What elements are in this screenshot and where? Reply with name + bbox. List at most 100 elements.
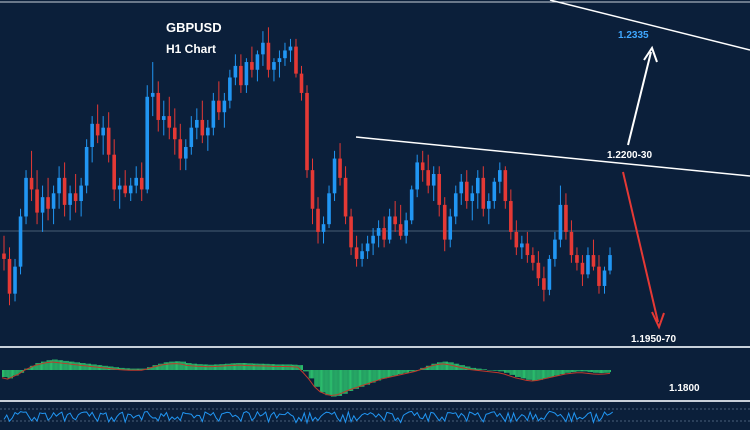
level-label-support: 1.1800 [669,383,700,394]
histogram-bar [7,370,9,379]
histogram-bar [209,364,211,370]
histogram-bar [533,370,534,381]
histogram-bar [575,370,577,373]
histogram-bar [307,370,309,372]
histogram-bar [32,365,34,370]
histogram-bar [44,361,46,370]
histogram-bar [381,370,383,379]
histogram-bar [478,368,480,370]
histogram-bar [498,370,500,372]
histogram-bar [488,370,490,371]
candle-body [553,239,557,259]
histogram-bar [520,370,522,379]
histogram-bar [165,362,167,370]
histogram-bar [514,370,515,375]
histogram-bar [453,363,455,370]
candle-body [128,185,133,194]
histogram-bar [20,370,22,373]
histogram-bar [379,370,380,381]
candle-body [217,100,221,113]
histogram-bar [601,370,602,374]
histogram-bar [321,370,322,393]
histogram-bar [249,363,251,370]
histogram-bar [177,361,179,370]
histogram-bar [46,360,48,370]
histogram-bar [430,365,432,370]
histogram-bar [534,370,536,381]
histogram-bar [549,370,551,377]
histogram-bar [173,361,175,370]
candle-body [321,224,326,232]
candle-body [498,170,502,182]
histogram-bar [356,370,358,389]
histogram-bar [369,370,370,385]
histogram-bar [19,370,21,373]
histogram-bar [239,363,241,370]
histogram-bar [355,370,357,389]
histogram-bar [342,370,344,394]
histogram-bar [260,363,262,370]
histogram-bar [111,366,113,370]
histogram-bar [477,368,479,370]
histogram-bar [485,369,486,370]
candle-body [536,262,541,279]
histogram-bar [329,370,331,396]
histogram-bar [411,370,413,372]
candle-body [509,201,513,232]
candle-body [18,216,23,267]
histogram-bar [273,364,274,370]
histogram-bar [216,364,218,370]
histogram-bar [438,362,440,370]
histogram-bar [558,370,560,376]
histogram-bar [122,367,124,370]
histogram-bar [473,367,475,370]
histogram-bar [13,370,15,376]
histogram-bar [493,370,495,371]
histogram-bar [338,370,340,396]
candle-body [365,243,370,252]
histogram-bar [126,368,128,370]
histogram-bar [268,363,270,370]
histogram-bar [184,361,186,370]
candle-body [139,177,144,190]
histogram-bar [540,370,542,380]
histogram-bar [444,361,446,370]
histogram-bar [87,363,89,370]
histogram-bar [386,370,388,377]
histogram-bar [409,370,411,372]
histogram-bar [563,370,565,375]
histogram-bar [89,363,90,370]
histogram-bar [158,363,160,370]
histogram-bar [470,367,472,370]
histogram-bar [247,363,249,370]
histogram-bar [201,364,203,370]
histogram-bar [28,368,30,370]
histogram-bar [387,370,389,377]
histogram-bar [337,370,339,396]
histogram-bar [583,370,585,372]
histogram-bar [181,361,183,370]
candle-body [79,185,83,202]
histogram-bar [491,370,493,371]
candle-body [211,100,216,128]
histogram-bar [152,365,154,370]
candle-body [178,139,183,159]
histogram-bar [373,370,375,383]
candle-body [531,255,535,263]
histogram-bar [528,370,530,380]
histogram-bar [333,370,335,397]
histogram-bar [560,370,562,375]
histogram-bar [332,370,334,397]
histogram-bar [526,370,528,380]
histogram-bar [47,360,49,370]
histogram-bar [4,370,6,377]
histogram-bar [164,362,166,370]
histogram-bar [325,370,327,396]
candle-body [542,278,546,290]
candle-body [575,255,579,263]
histogram-bar [298,365,300,370]
histogram-bar [48,360,50,370]
histogram-bar [57,360,59,370]
